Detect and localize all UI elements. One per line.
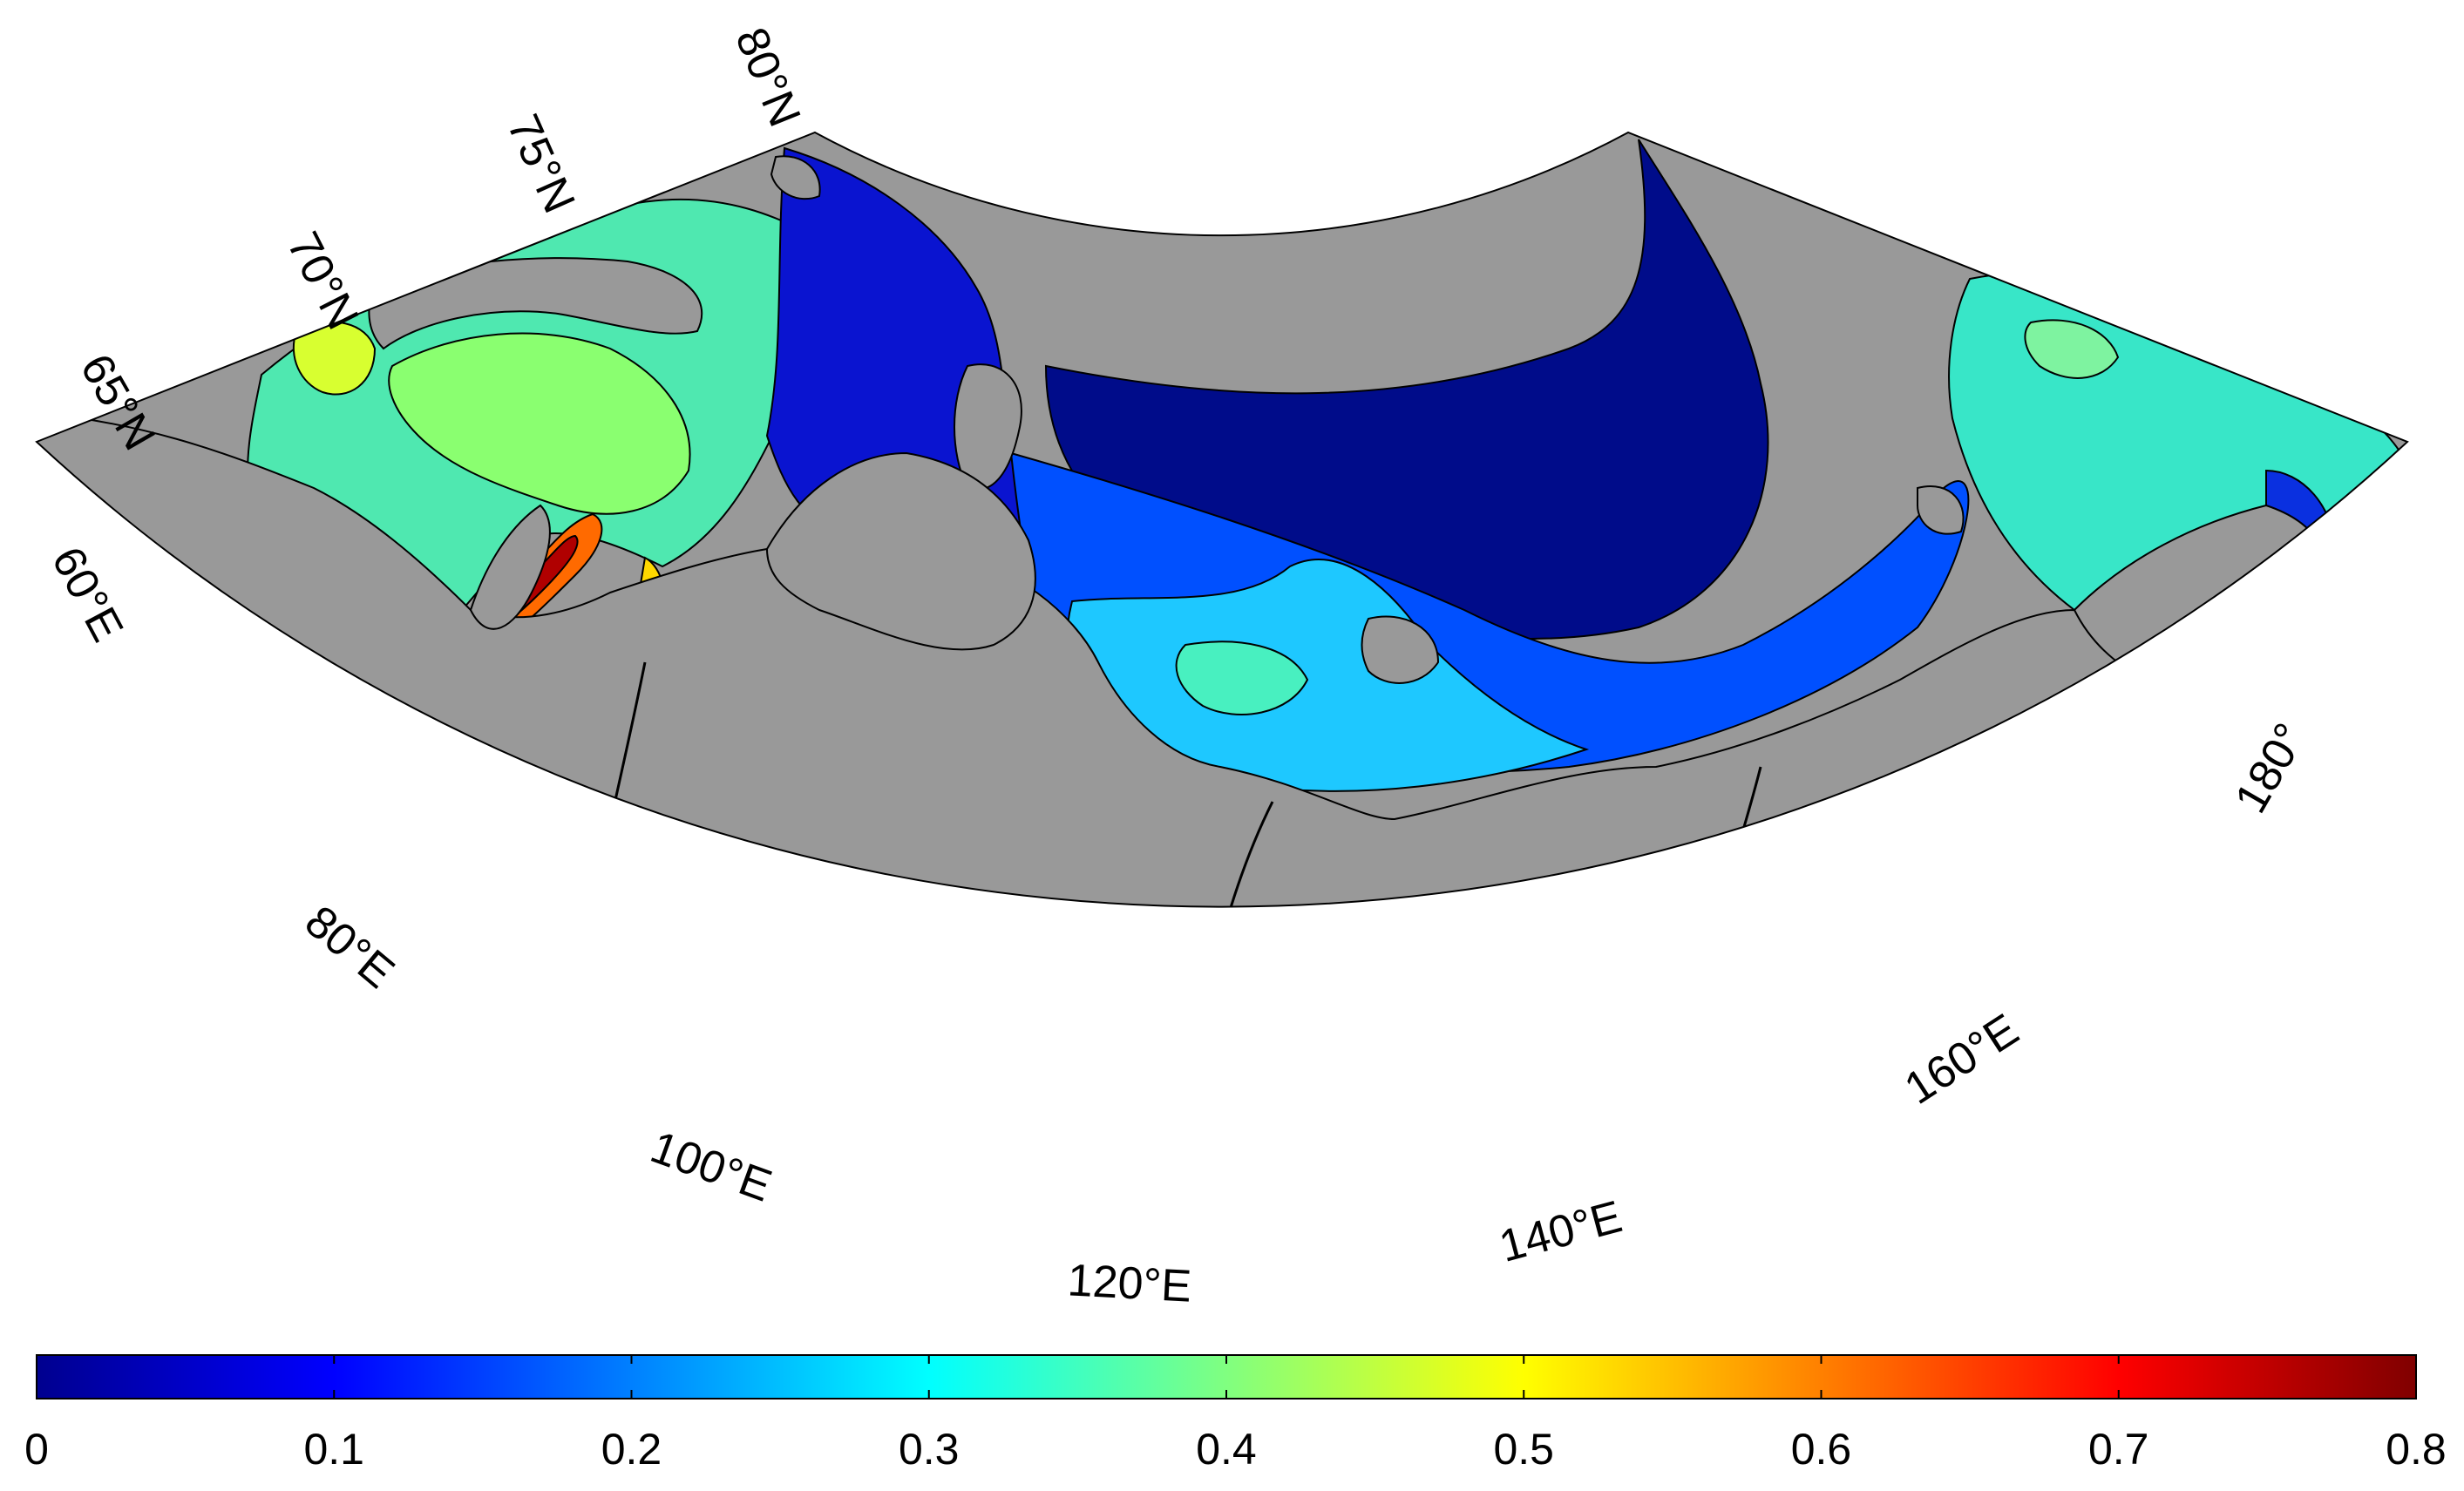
lat-label-75: 75°N [497,107,584,220]
lon-label-160e: 160°E [1896,1005,2027,1115]
sea-kara-inner [388,332,691,515]
sea-chukchi-light [2024,319,2120,379]
colorbar-tick-label: 0.2 [601,1425,662,1474]
colorbar-tick-label: 0.3 [899,1425,960,1474]
lon-label-80e: 80°E [295,896,404,998]
colorbar-tick-label: 0.4 [1196,1425,1257,1474]
lon-label-100e: 100°E [644,1122,778,1211]
yamal-peninsula [469,504,551,630]
map-frame [35,131,2409,908]
lon-label-60e: 60°E [42,539,132,649]
lon-label-180: 180° [2225,715,2316,821]
colorbar-tick-label: 0.1 [303,1425,364,1474]
colorbar: 0 0.1 0.2 0.3 0.4 0.5 0.6 0.7 0.8 [24,1354,2447,1474]
island-new-siberian [1361,615,1440,684]
lon-label-120e: 120°E [1066,1255,1192,1311]
island-novaya-zemlya [368,257,703,350]
colorbar-tick-label: 0.8 [2386,1425,2447,1474]
colorbar-tick-label: 0 [24,1425,49,1474]
lat-label-80: 80°N [725,21,810,133]
river-ob [173,661,263,837]
lat-label-70: 70°N [277,224,368,337]
island-wrangel [1917,485,1965,535]
sea-kara-yellow [292,321,377,396]
colorbar-ticks: 0 0.1 0.2 0.3 0.4 0.5 0.6 0.7 0.8 [24,1355,2447,1474]
lon-label-140e: 140°E [1494,1191,1626,1272]
colorbar-tick-label: 0.6 [1791,1425,1852,1474]
river-lena [1198,801,1274,907]
colorbar-tick-label: 0.7 [2088,1425,2149,1474]
colorbar-tick-label: 0.5 [1493,1425,1554,1474]
sea-shelf-green [1175,640,1309,715]
taymyr-peninsula [765,451,1036,651]
island-severnaya-zemlya [954,363,1022,491]
island-franz-josef [770,155,821,200]
